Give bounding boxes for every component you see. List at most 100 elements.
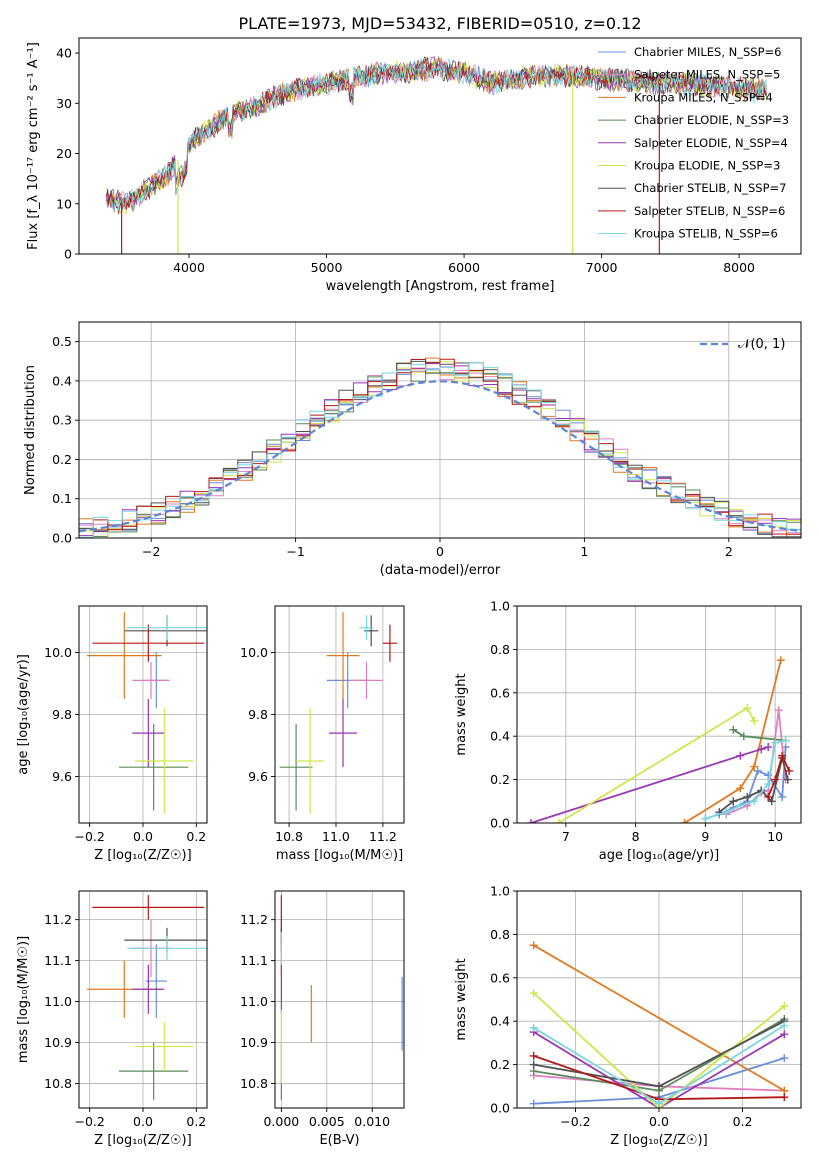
x-tick-label: −0.2 bbox=[74, 1114, 104, 1129]
x-tick-label: 4000 bbox=[173, 260, 205, 275]
y-tick-label: 10.8 bbox=[240, 1076, 268, 1091]
x-tick-label: 0 bbox=[436, 544, 444, 559]
weight-marker bbox=[776, 656, 785, 665]
weight-marker bbox=[750, 717, 759, 726]
legend: Chabrier MILES, N_SSP=6 Salpeter MILES, N… bbox=[598, 45, 789, 241]
weight-line bbox=[732, 728, 786, 742]
legend-label: Chabrier MILES, N_SSP=6 bbox=[634, 45, 781, 59]
x-tick-label: 9 bbox=[701, 829, 709, 844]
legend-label: Salpeter MILES, N_SSP=5 bbox=[634, 68, 780, 82]
panel-residual-histogram: −2 −1 0 1 2 0.0 0.1 0.2 0.3 0.4 0.5 (data-model)/er… bbox=[23, 321, 802, 578]
y-tick-label: 1.0 bbox=[490, 599, 510, 614]
weight-marker bbox=[655, 1082, 663, 1091]
panel-age-vs-mass: 10.8 11.0 11.2 9.6 9.8 10.0 mass [log₁₀(M/M☉)] bbox=[240, 605, 405, 863]
x-tick-label: 1 bbox=[580, 544, 588, 559]
y-tick-label: 0.4 bbox=[490, 729, 510, 744]
y-tick-label: 9.6 bbox=[248, 769, 268, 784]
weight-marker bbox=[780, 1021, 789, 1030]
legend-label: Salpeter STELIB, N_SSP=6 bbox=[634, 204, 785, 218]
x-tick-label: 7 bbox=[562, 829, 570, 844]
x-axis-label: wavelength [Angstrom, rest frame] bbox=[326, 279, 555, 294]
x-tick-label: 7000 bbox=[586, 260, 618, 275]
spectrum-line bbox=[106, 58, 767, 212]
weight-marker bbox=[771, 775, 780, 784]
y-tick-label: 30 bbox=[56, 96, 72, 111]
y-axis-label: Flux [f_λ 10⁻¹⁷ erg cm⁻² s⁻¹ A⁻¹] bbox=[26, 42, 41, 250]
weight-marker bbox=[743, 792, 752, 801]
weight-line bbox=[530, 746, 769, 823]
weight-marker bbox=[750, 797, 759, 806]
y-tick-label: 11.0 bbox=[240, 994, 268, 1009]
data-layer bbox=[529, 941, 789, 1108]
weight-marker bbox=[526, 819, 535, 823]
weight-line bbox=[767, 753, 790, 798]
axes-frame bbox=[78, 605, 208, 824]
weight-marker bbox=[736, 784, 745, 793]
x-tick-label: 11.2 bbox=[369, 829, 397, 844]
x-axis-label: E(B-V) bbox=[319, 1133, 359, 1148]
axes-frame bbox=[274, 890, 405, 1109]
y-tick-label: 0.3 bbox=[52, 413, 72, 428]
panel-mass-vs-ebv: 0.000 0.005 0.010 10.8 10.9 11.0 11.1 11.2 E(B-V… bbox=[240, 890, 405, 1148]
data-layer bbox=[79, 357, 801, 538]
weight-line bbox=[725, 710, 787, 816]
y-tick-label: 10.8 bbox=[44, 1076, 72, 1091]
weight-marker bbox=[753, 766, 762, 775]
x-axis-label: Z [log₁₀(Z/Z☉)] bbox=[94, 1133, 191, 1148]
y-axis-label: mass weight bbox=[454, 673, 469, 755]
panel-mass-weight-vs-age: 7 8 9 10 0.0 0.2 0.4 0.6 0.8 1.0 age [log₁₀(age/yr… bbox=[454, 599, 802, 863]
y-tick-label: 0.6 bbox=[490, 970, 510, 985]
x-axis-label: mass [log₁₀(M/M☉)] bbox=[276, 848, 403, 863]
y-tick-label: 0.0 bbox=[490, 1101, 510, 1116]
data-layer bbox=[106, 55, 767, 254]
y-tick-label: 0.2 bbox=[490, 772, 510, 787]
axes-frame bbox=[516, 605, 802, 824]
x-tick-label: −1 bbox=[286, 544, 304, 559]
spectrum-line bbox=[106, 58, 767, 214]
weight-marker bbox=[680, 819, 689, 823]
panel-age-vs-Z: −0.2 0.0 0.2 9.6 9.8 10.0 Z [log₁₀(Z/Z☉)] age [… bbox=[16, 605, 208, 863]
weight-marker bbox=[757, 745, 766, 754]
y-tick-label: 0.6 bbox=[490, 685, 510, 700]
legend-label: Chabrier ELODIE, N_SSP=3 bbox=[634, 113, 789, 127]
y-tick-label: 20 bbox=[56, 146, 72, 161]
weight-marker bbox=[529, 941, 538, 950]
y-tick-label: 10 bbox=[56, 196, 72, 211]
weight-marker bbox=[736, 801, 745, 810]
axes-frame bbox=[274, 605, 405, 824]
x-tick-label: −2 bbox=[142, 544, 160, 559]
y-tick-label: 9.6 bbox=[52, 769, 72, 784]
weight-marker bbox=[729, 725, 738, 734]
y-tick-label: 10.0 bbox=[44, 645, 72, 660]
legend-label: 𝒩(0, 1) bbox=[738, 337, 785, 352]
y-axis-label: age [log₁₀(age/yr)] bbox=[16, 654, 31, 775]
weight-marker bbox=[739, 732, 748, 741]
x-tick-label: 0.000 bbox=[263, 1114, 299, 1129]
weight-marker bbox=[722, 808, 731, 817]
panel-mass-weight-vs-Z: −0.2 0.0 0.2 0.0 0.2 0.4 0.6 0.8 1.0 Z [log₁₀(Z/Z… bbox=[454, 884, 802, 1148]
weight-marker bbox=[529, 988, 538, 997]
y-tick-label: 11.0 bbox=[44, 994, 72, 1009]
y-tick-label: 0.0 bbox=[490, 816, 510, 831]
weight-line bbox=[533, 944, 785, 1092]
y-tick-label: 40 bbox=[56, 46, 72, 61]
y-axis-label: Normed distribution bbox=[23, 365, 38, 495]
x-tick-label: 10.8 bbox=[275, 829, 303, 844]
y-tick-label: 0.2 bbox=[490, 1057, 510, 1072]
legend-label: Salpeter ELODIE, N_SSP=4 bbox=[634, 136, 788, 150]
y-axis-label: mass [log₁₀(M/M☉)] bbox=[16, 936, 31, 1063]
legend-label: Chabrier STELIB, N_SSP=7 bbox=[634, 181, 786, 195]
x-tick-label: 0.010 bbox=[354, 1114, 390, 1129]
weight-marker bbox=[771, 738, 780, 747]
axes-frame bbox=[78, 890, 208, 1109]
x-axis-label: age [log₁₀(age/yr)] bbox=[599, 848, 720, 863]
y-tick-label: 1.0 bbox=[490, 884, 510, 899]
normal-curve bbox=[79, 380, 801, 533]
x-tick-label: 6000 bbox=[448, 260, 480, 275]
weight-marker bbox=[655, 1099, 663, 1108]
weight-marker bbox=[554, 819, 563, 823]
weight-marker bbox=[701, 814, 710, 823]
y-tick-label: 0.4 bbox=[490, 1014, 510, 1029]
data-layer bbox=[280, 895, 403, 1100]
